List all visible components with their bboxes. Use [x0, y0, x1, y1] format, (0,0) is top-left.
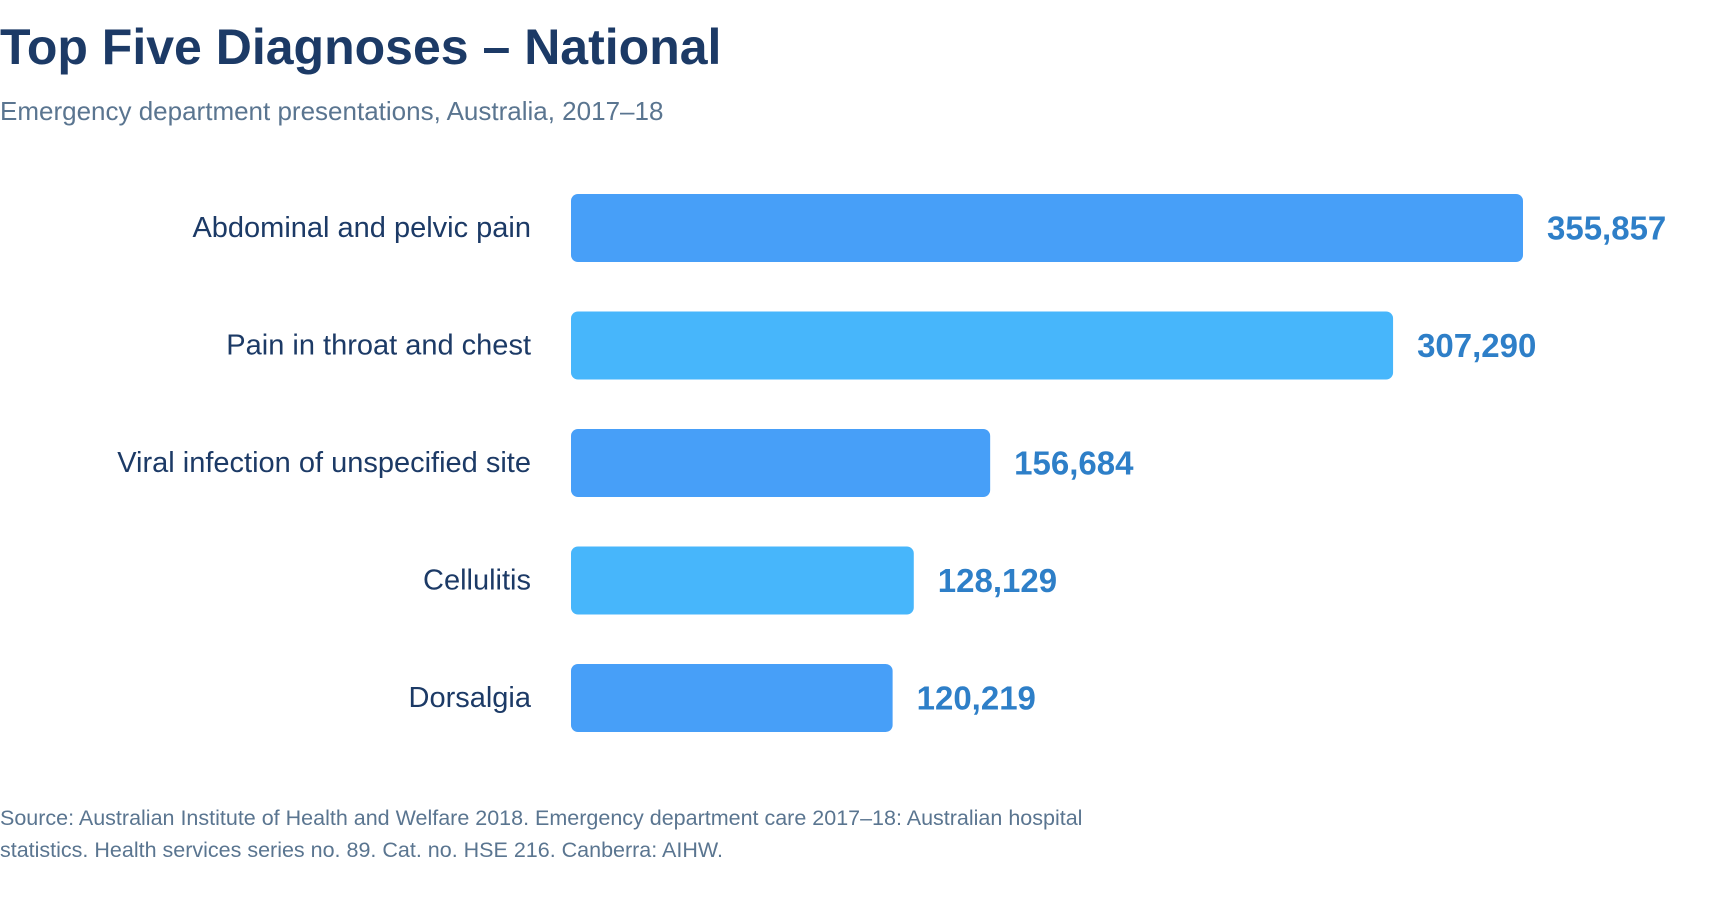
chart-title: Top Five Diagnoses – National — [0, 19, 722, 75]
value-label: 128,129 — [938, 562, 1057, 599]
chart-subtitle: Emergency department presentations, Aust… — [0, 96, 664, 126]
category-label: Cellulitis — [423, 565, 531, 597]
value-label: 307,290 — [1417, 327, 1536, 364]
bar — [571, 429, 991, 497]
value-label: 120,219 — [917, 680, 1036, 717]
source-note: Source: Australian Institute of Health a… — [0, 806, 1083, 862]
category-label: Abdominal and pelvic pain — [192, 212, 531, 244]
value-label: 355,857 — [1547, 210, 1666, 247]
value-label: 156,684 — [1014, 445, 1134, 482]
bars-layer: Abdominal and pelvic pain 355,857 Pain in … — [117, 194, 1666, 732]
bar — [571, 664, 893, 732]
category-label: Dorsalgia — [409, 682, 532, 714]
category-label: Viral infection of unspecified site — [117, 447, 531, 479]
bar — [571, 546, 914, 615]
bar — [571, 194, 1523, 262]
category-label: Pain in throat and chest — [226, 330, 531, 362]
bar — [571, 311, 1394, 380]
